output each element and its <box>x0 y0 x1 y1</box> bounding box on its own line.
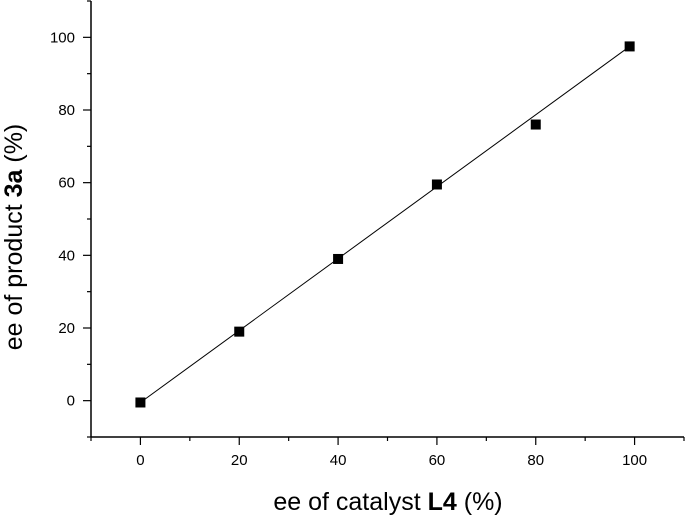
fit-line <box>140 46 630 403</box>
data-point <box>234 326 245 337</box>
y-tick-label: 0 <box>67 393 75 410</box>
y-tick-label: 60 <box>58 175 75 192</box>
data-point <box>333 253 344 264</box>
data-point <box>530 119 541 130</box>
data-point <box>431 179 442 190</box>
x-tick-label: 0 <box>136 452 144 469</box>
x-axis-title: ee of catalyst L4 (%) <box>273 488 502 516</box>
y-tick-label: 40 <box>58 247 75 264</box>
x-tick-label: 60 <box>429 452 446 469</box>
x-tick-label: 100 <box>622 452 647 469</box>
data-point <box>624 41 635 52</box>
x-tick-label: 40 <box>330 452 347 469</box>
y-tick-label: 100 <box>50 29 75 46</box>
y-axis-title: ee of product 3a (%) <box>0 124 28 351</box>
axes: 0 20 40 60 80 100 0 20 40 60 80 100 <box>50 0 685 469</box>
x-tick-label: 80 <box>527 452 544 469</box>
data-points <box>135 41 635 408</box>
fit-line-group <box>140 46 630 403</box>
y-tick-label: 20 <box>58 320 75 337</box>
y-tick-label: 80 <box>58 102 75 119</box>
data-point <box>135 397 146 408</box>
x-tick-label: 20 <box>231 452 248 469</box>
